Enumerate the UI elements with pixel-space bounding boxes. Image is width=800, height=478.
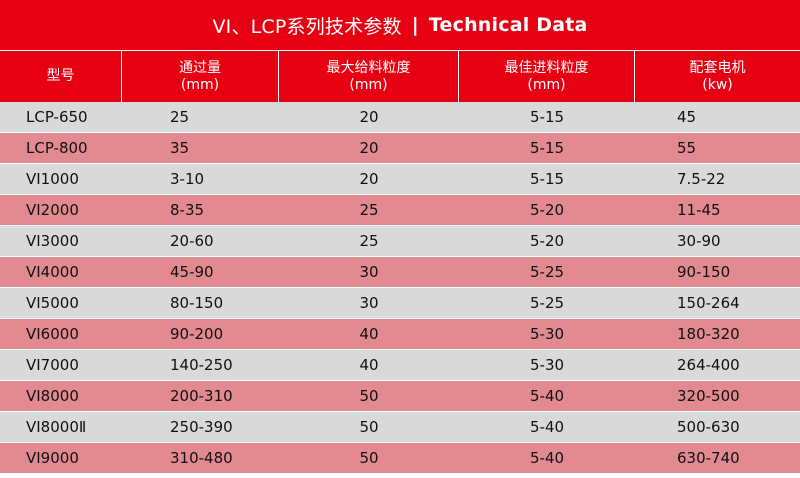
header-max-feed-size: 最大给料粒度 (mm)	[279, 51, 459, 102]
optimal-feed-cell: 5-25	[530, 263, 565, 281]
motor-power-cell: 320-500	[677, 387, 740, 405]
optimal-feed-cell: 5-15	[530, 170, 565, 188]
model-cell: LCP-800	[26, 139, 88, 157]
optimal-feed-cell: 5-15	[530, 139, 565, 157]
model-cell: LCP-650	[26, 108, 88, 126]
header-motor-power: 配套电机 (kw)	[635, 51, 800, 102]
max-feed-cell: 50	[359, 418, 379, 436]
model-cell: VI8000Ⅱ	[26, 418, 87, 436]
header-unit: (mm)	[349, 76, 388, 93]
max-feed-cell: 50	[359, 387, 379, 405]
throughput-cell: 35	[170, 139, 190, 157]
table-row: VI8000 200-310 50 5-40 320-500	[0, 381, 800, 412]
motor-power-cell: 264-400	[677, 356, 740, 374]
max-feed-cell: 20	[359, 170, 379, 188]
table-row: VI7000 140-250 40 5-30 264-400	[0, 350, 800, 381]
table-row: LCP-650 25 20 5-15 45	[0, 102, 800, 133]
header-optimal-feed-size: 最佳进料粒度 (mm)	[459, 51, 635, 102]
throughput-cell: 200-310	[170, 387, 233, 405]
optimal-feed-cell: 5-20	[530, 232, 565, 250]
throughput-cell: 90-200	[170, 325, 224, 343]
throughput-cell: 80-150	[170, 294, 224, 312]
motor-power-cell: 55	[677, 139, 697, 157]
motor-power-cell: 11-45	[677, 201, 721, 219]
header-label: 最大给料粒度	[326, 59, 411, 76]
model-cell: VI5000	[26, 294, 79, 312]
model-cell: VI8000	[26, 387, 79, 405]
max-feed-cell: 25	[359, 201, 379, 219]
model-cell: VI6000	[26, 325, 79, 343]
title-english: Technical Data	[428, 14, 588, 36]
header-label: 通过量	[179, 59, 221, 76]
throughput-cell: 45-90	[170, 263, 214, 281]
table-row: VI2000 8-35 25 5-20 11-45	[0, 195, 800, 226]
optimal-feed-cell: 5-30	[530, 325, 565, 343]
table-row: VI5000 80-150 30 5-25 150-264	[0, 288, 800, 319]
throughput-cell: 310-480	[170, 449, 233, 467]
table-title-bar: VI、LCP系列技术参数 | Technical Data	[0, 0, 800, 50]
table-header-row: 型号 通过量 (mm) 最大给料粒度 (mm) 最佳进料粒度 (mm) 配套电机…	[0, 50, 800, 102]
optimal-feed-cell: 5-40	[530, 418, 565, 436]
header-label: 最佳进料粒度	[504, 59, 589, 76]
throughput-cell: 8-35	[170, 201, 205, 219]
model-cell: VI9000	[26, 449, 79, 467]
throughput-cell: 250-390	[170, 418, 233, 436]
optimal-feed-cell: 5-40	[530, 387, 565, 405]
table-row: VI8000Ⅱ 250-390 50 5-40 500-630	[0, 412, 800, 443]
table-row: VI9000 310-480 50 5-40 630-740	[0, 443, 800, 474]
throughput-cell: 140-250	[170, 356, 233, 374]
table-row: LCP-800 35 20 5-15 55	[0, 133, 800, 164]
header-label: 配套电机	[689, 59, 746, 76]
header-throughput: 通过量 (mm)	[122, 51, 279, 102]
optimal-feed-cell: 5-25	[530, 294, 565, 312]
model-cell: VI3000	[26, 232, 79, 250]
max-feed-cell: 20	[359, 108, 379, 126]
motor-power-cell: 180-320	[677, 325, 740, 343]
max-feed-cell: 25	[359, 232, 379, 250]
throughput-cell: 3-10	[170, 170, 205, 188]
motor-power-cell: 7.5-22	[677, 170, 726, 188]
max-feed-cell: 40	[359, 356, 379, 374]
motor-power-cell: 630-740	[677, 449, 740, 467]
max-feed-cell: 30	[359, 294, 379, 312]
motor-power-cell: 90-150	[677, 263, 731, 281]
table-row: VI6000 90-200 40 5-30 180-320	[0, 319, 800, 350]
max-feed-cell: 40	[359, 325, 379, 343]
optimal-feed-cell: 5-20	[530, 201, 565, 219]
motor-power-cell: 500-630	[677, 418, 740, 436]
header-unit: (mm)	[180, 76, 220, 93]
header-model: 型号	[0, 51, 122, 102]
max-feed-cell: 50	[359, 449, 379, 467]
title-chinese: VI、LCP系列技术参数	[212, 15, 402, 38]
model-cell: VI4000	[26, 263, 79, 281]
header-unit: (mm)	[527, 76, 566, 93]
max-feed-cell: 20	[359, 139, 379, 157]
throughput-cell: 25	[170, 108, 190, 126]
table-row: VI1000 3-10 20 5-15 7.5-22	[0, 164, 800, 195]
header-unit: (kw)	[702, 76, 733, 93]
optimal-feed-cell: 5-15	[530, 108, 565, 126]
optimal-feed-cell: 5-30	[530, 356, 565, 374]
table-row: VI3000 20-60 25 5-20 30-90	[0, 226, 800, 257]
model-cell: VI7000	[26, 356, 79, 374]
motor-power-cell: 150-264	[677, 294, 740, 312]
header-label: 型号	[46, 68, 75, 84]
motor-power-cell: 45	[677, 108, 697, 126]
title-separator: |	[411, 14, 419, 36]
throughput-cell: 20-60	[170, 232, 214, 250]
motor-power-cell: 30-90	[677, 232, 721, 250]
model-cell: VI2000	[26, 201, 79, 219]
model-cell: VI1000	[26, 170, 79, 188]
optimal-feed-cell: 5-40	[530, 449, 565, 467]
table-row: VI4000 45-90 30 5-25 90-150	[0, 257, 800, 288]
max-feed-cell: 30	[359, 263, 379, 281]
